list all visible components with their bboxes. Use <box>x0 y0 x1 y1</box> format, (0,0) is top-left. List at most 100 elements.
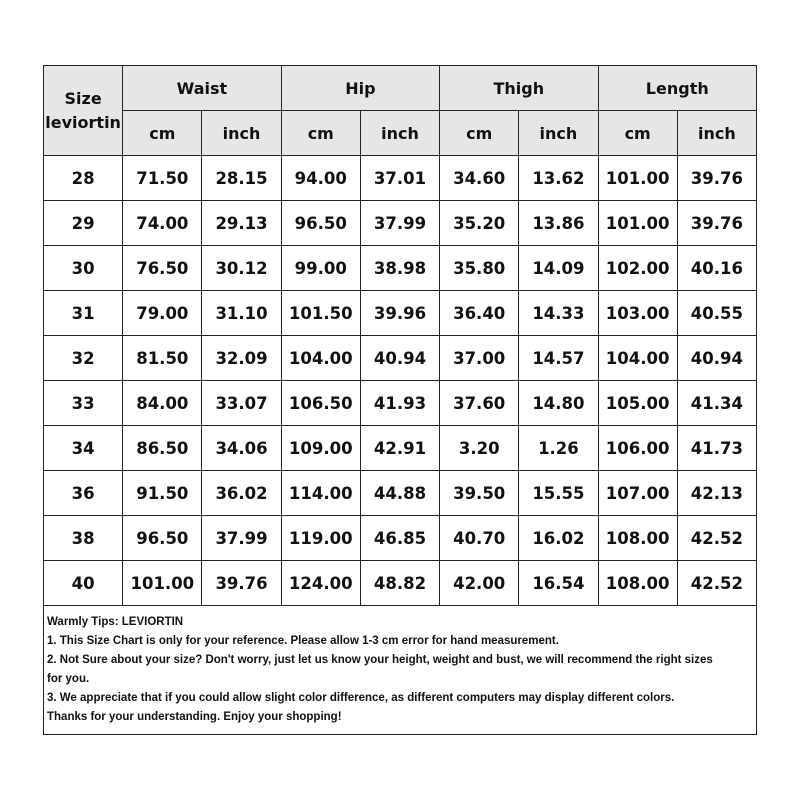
measurement-cell: 14.09 <box>518 245 599 291</box>
size-header: Size leviortin <box>42 65 124 156</box>
measurement-cell: 101.00 <box>597 155 678 201</box>
measurement-cell: 42.91 <box>359 425 441 471</box>
table-row: 30 76.50 30.12 99.00 38.98 35.80 14.09 102.00 40… <box>42 245 758 291</box>
measurement-cell: 41.34 <box>676 380 758 426</box>
measurement-cell: 91.50 <box>122 470 203 516</box>
measurement-cell: 40.70 <box>439 515 520 561</box>
measurement-cell: 14.80 <box>518 380 599 426</box>
measurement-cell: 102.00 <box>597 245 678 291</box>
brand-label: leviortin <box>45 112 121 132</box>
measurement-cell: 94.00 <box>280 155 361 201</box>
measurement-cell: 29.13 <box>201 200 282 246</box>
size-cell: 33 <box>42 380 124 426</box>
measurement-cell: 3.20 <box>439 425 520 471</box>
measurement-cell: 13.86 <box>518 200 599 246</box>
size-cell: 30 <box>42 245 124 291</box>
size-cell: 29 <box>42 200 124 246</box>
measurement-cell: 34.06 <box>201 425 282 471</box>
measurement-cell: 74.00 <box>122 200 203 246</box>
tip-line: 3. We appreciate that if you could allow… <box>47 692 675 704</box>
measurement-cell: 41.73 <box>676 425 758 471</box>
measurement-cell: 37.01 <box>359 155 441 201</box>
measurement-cell: 37.99 <box>359 200 441 246</box>
measurement-cell: 124.00 <box>280 560 361 606</box>
measurement-cell: 119.00 <box>280 515 361 561</box>
table-row: 28 71.50 28.15 94.00 37.01 34.60 13.62 101.00 39… <box>42 155 758 201</box>
measurement-cell: 40.55 <box>676 290 758 336</box>
measurement-cell: 101.00 <box>122 560 203 606</box>
measurement-cell: 36.40 <box>439 290 520 336</box>
unit-header: cm <box>597 110 678 156</box>
measurement-cell: 105.00 <box>597 380 678 426</box>
unit-header: cm <box>439 110 520 156</box>
measurement-cell: 109.00 <box>280 425 361 471</box>
unit-header: inch <box>359 110 441 156</box>
measurement-cell: 36.02 <box>201 470 282 516</box>
unit-header: cm <box>122 110 203 156</box>
measurement-cell: 103.00 <box>597 290 678 336</box>
table-row: 33 84.00 33.07 106.50 41.93 37.60 14.80 105.00 4… <box>42 380 758 426</box>
measurement-cell: 33.07 <box>201 380 282 426</box>
measurement-cell: 37.00 <box>439 335 520 381</box>
measurement-cell: 46.85 <box>359 515 441 561</box>
tip-line: 2. Not Sure about your size? Don't worry… <box>47 654 713 666</box>
unit-header: inch <box>518 110 599 156</box>
measurement-cell: 34.60 <box>439 155 520 201</box>
size-cell: 34 <box>42 425 124 471</box>
measurement-cell: 44.88 <box>359 470 441 516</box>
measurement-cell: 42.00 <box>439 560 520 606</box>
measurement-cell: 37.99 <box>201 515 282 561</box>
group-header-length: Length <box>597 65 758 111</box>
measurement-cell: 106.50 <box>280 380 361 426</box>
size-cell: 36 <box>42 470 124 516</box>
table-row: 32 81.50 32.09 104.00 40.94 37.00 14.57 104.00 4… <box>42 335 758 381</box>
measurement-cell: 35.20 <box>439 200 520 246</box>
group-header-waist: Waist <box>122 65 282 111</box>
measurement-cell: 39.76 <box>676 200 758 246</box>
measurement-cell: 16.54 <box>518 560 599 606</box>
measurement-cell: 96.50 <box>280 200 361 246</box>
measurement-cell: 108.00 <box>597 515 678 561</box>
measurement-cell: 38.98 <box>359 245 441 291</box>
measurement-cell: 99.00 <box>280 245 361 291</box>
table-row: 34 86.50 34.06 109.00 42.91 3.20 1.26 106.00 41.… <box>42 425 758 471</box>
measurement-cell: 114.00 <box>280 470 361 516</box>
measurement-cell: 41.93 <box>359 380 441 426</box>
measurement-cell: 1.26 <box>518 425 599 471</box>
tip-line: 1. This Size Chart is only for your refe… <box>47 635 559 647</box>
measurement-cell: 79.00 <box>122 290 203 336</box>
measurement-cell: 30.12 <box>201 245 282 291</box>
tips-box: Warmly Tips: LEVIORTIN 1. This Size Char… <box>43 605 757 735</box>
tip-line: for you. <box>47 673 90 685</box>
measurement-cell: 42.52 <box>676 515 758 561</box>
measurement-cell: 31.10 <box>201 290 282 336</box>
measurement-cell: 108.00 <box>597 560 678 606</box>
tips-title: Warmly Tips: LEVIORTIN <box>47 616 184 628</box>
measurement-cell: 104.00 <box>280 335 361 381</box>
size-cell: 32 <box>42 335 124 381</box>
table-body: 28 71.50 28.15 94.00 37.01 34.60 13.62 101.00 39… <box>42 155 758 606</box>
size-cell: 40 <box>42 560 124 606</box>
measurement-cell: 101.00 <box>597 200 678 246</box>
measurement-cell: 14.33 <box>518 290 599 336</box>
unit-header: cm <box>280 110 361 156</box>
measurement-cell: 39.50 <box>439 470 520 516</box>
measurement-cell: 13.62 <box>518 155 599 201</box>
size-chart-table: Size leviortin Waist Hip Thigh Length cm… <box>42 65 758 606</box>
measurement-cell: 86.50 <box>122 425 203 471</box>
size-label: Size <box>64 88 102 108</box>
measurement-cell: 39.76 <box>201 560 282 606</box>
measurement-cell: 28.15 <box>201 155 282 201</box>
group-header-hip: Hip <box>280 65 441 111</box>
measurement-cell: 104.00 <box>597 335 678 381</box>
measurement-cell: 84.00 <box>122 380 203 426</box>
measurement-cell: 81.50 <box>122 335 203 381</box>
size-cell: 28 <box>42 155 124 201</box>
measurement-cell: 14.57 <box>518 335 599 381</box>
measurement-cell: 71.50 <box>122 155 203 201</box>
size-cell: 31 <box>42 290 124 336</box>
measurement-cell: 48.82 <box>359 560 441 606</box>
measurement-cell: 39.96 <box>359 290 441 336</box>
table-row: 36 91.50 36.02 114.00 44.88 39.50 15.55 107.00 4… <box>42 470 758 516</box>
measurement-cell: 35.80 <box>439 245 520 291</box>
